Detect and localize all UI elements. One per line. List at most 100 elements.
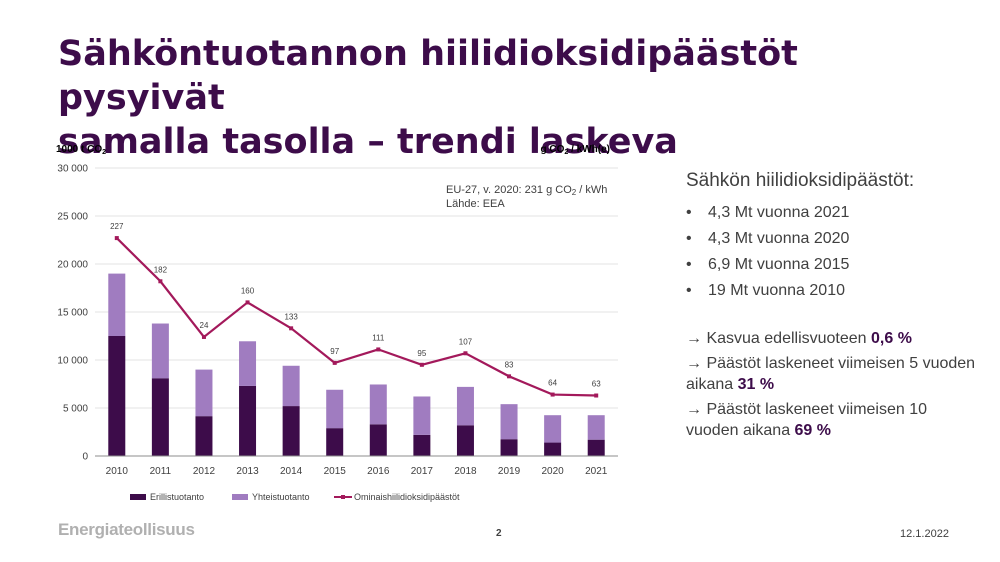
line-point [376, 347, 381, 352]
x-tick-label: 2020 [542, 466, 565, 477]
legend-label: Ominaishiilidioksidipäästöt [354, 492, 460, 502]
line-point [158, 279, 163, 284]
line-point [463, 351, 468, 356]
data-label: 24 [200, 321, 209, 330]
bar-yhteistuotanto [195, 369, 213, 417]
bar-erillistuotanto [239, 385, 257, 456]
data-label: 107 [459, 337, 473, 346]
arrow-icon: → [686, 330, 702, 347]
legend: Erillistuotanto Yhteistuotanto Ominaishiil… [130, 492, 460, 502]
data-label: 97 [330, 347, 339, 356]
data-label: 63 [592, 380, 601, 389]
legend-label: Erillistuotanto [150, 492, 204, 502]
bullet-icon: • [686, 230, 692, 247]
x-tick-label: 2012 [193, 466, 216, 477]
arrow-icon: → [686, 355, 702, 372]
bar-yhteistuotanto [151, 323, 169, 379]
slide-date: 12.1.2022 [900, 528, 949, 540]
side-heading: Sähkön hiilidioksidipäästöt: [686, 170, 915, 191]
line-point [332, 360, 337, 365]
line-point [289, 326, 294, 331]
y-tick-label: 15 000 [57, 308, 88, 319]
data-label: 95 [417, 349, 426, 358]
right-axis-label: g CO2 / kWh(e) [541, 144, 610, 156]
data-label: 111 [372, 333, 385, 342]
y-tick-label: 10 000 [57, 356, 88, 367]
trend-text: Kasvua edellisvuoteen [706, 330, 872, 347]
legend-label: Yhteistuotanto [252, 492, 310, 502]
bar-erillistuotanto [500, 439, 518, 456]
data-label: 133 [284, 312, 298, 321]
line-point [201, 334, 206, 339]
bar-yhteistuotanto [326, 389, 344, 429]
bar-yhteistuotanto [108, 273, 126, 336]
x-tick-label: 2017 [411, 466, 434, 477]
x-tick-label: 2019 [498, 466, 521, 477]
bullet-list: • 4,3 Mt vuonna 2021 • 4,3 Mt vuonna 2020 … [686, 200, 976, 304]
intensity-line [114, 236, 599, 398]
company-logo: Energiateollisuus [58, 520, 195, 539]
legend-swatch [130, 494, 146, 500]
trend-item: → Päästöt laskeneet viimeisen 10 vuoden … [686, 399, 976, 441]
line-point [419, 362, 424, 367]
line-point [594, 393, 599, 398]
data-label: 182 [154, 265, 168, 274]
bar-yhteistuotanto [413, 396, 431, 435]
bar-yhteistuotanto [369, 384, 387, 425]
left-axis-label: 1000 t CO2 [56, 144, 106, 156]
side-panel: Sähkön hiilidioksidipäästöt: • 4,3 Mt vuo… [686, 170, 976, 445]
x-tick-label: 2015 [324, 466, 347, 477]
bars [108, 273, 605, 456]
chart-annotation-line-2: Lähde: EEA [446, 198, 505, 210]
x-tick-label: 2018 [454, 466, 477, 477]
bar-erillistuotanto [326, 428, 344, 456]
gridlines [95, 167, 618, 409]
emissions-chart: 0 5 000 10 000 15 000 20 000 25 000 30 000 2010… [56, 144, 618, 502]
x-tick-label: 2011 [150, 466, 172, 477]
legend-swatch [232, 494, 248, 500]
bar-erillistuotanto [195, 416, 213, 456]
trend-value: 69 % [794, 422, 831, 439]
slide-title: Sähköntuotannon hiilidioksidipäästöt pys… [58, 32, 958, 164]
x-tick-label: 2010 [106, 466, 129, 477]
list-item-text: 19 Mt vuonna 2010 [708, 282, 845, 299]
title-line-1: Sähköntuotannon hiilidioksidipäästöt pys… [58, 34, 798, 118]
bar-yhteistuotanto [500, 404, 518, 440]
arrow-icon: → [686, 401, 702, 418]
trend-text: Päästöt laskeneet viimeisen 5 vuoden aik… [686, 355, 976, 393]
y-tick-label: 30 000 [57, 164, 88, 175]
bar-erillistuotanto [544, 442, 562, 456]
list-item: • 6,9 Mt vuonna 2015 [686, 252, 976, 278]
list-item-text: 4,3 Mt vuonna 2020 [708, 230, 850, 247]
x-tick-label: 2014 [280, 466, 303, 477]
x-tick-label: 2013 [236, 466, 259, 477]
line-point [550, 392, 555, 397]
bar-erillistuotanto [282, 406, 300, 456]
list-item: • 19 Mt vuonna 2010 [686, 278, 976, 304]
line-point [507, 374, 512, 379]
legend-marker [341, 495, 345, 499]
trend-item: → Päästöt laskeneet viimeisen 5 vuoden a… [686, 353, 976, 395]
x-tick-label: 2021 [585, 466, 608, 477]
chart-annotation-line-1: EU-27, v. 2020: 231 g CO2 / kWh [446, 184, 607, 197]
intensity-line-path [116, 237, 597, 397]
data-label: 83 [505, 360, 514, 369]
bar-erillistuotanto [369, 424, 387, 456]
trend-item: → Kasvua edellisvuoteen 0,6 % [686, 328, 976, 349]
list-item-text: 6,9 Mt vuonna 2015 [708, 256, 850, 273]
trend-value: 0,6 % [871, 330, 912, 347]
data-label: 64 [548, 379, 557, 388]
bar-erillistuotanto [151, 378, 169, 456]
y-tick-label: 5 000 [63, 404, 88, 415]
bar-erillistuotanto [108, 336, 126, 456]
bullet-icon: • [686, 204, 692, 221]
bar-yhteistuotanto [544, 415, 562, 443]
list-item-text: 4,3 Mt vuonna 2021 [708, 204, 850, 221]
line-point [245, 300, 250, 305]
x-tick-label: 2016 [367, 466, 390, 477]
y-tick-label: 0 [82, 452, 88, 463]
trend-text: Päästöt laskeneet viimeisen 10 vuoden ai… [686, 401, 928, 439]
y-tick-label: 25 000 [57, 212, 88, 223]
bar-erillistuotanto [456, 425, 474, 456]
bar-yhteistuotanto [456, 386, 474, 426]
